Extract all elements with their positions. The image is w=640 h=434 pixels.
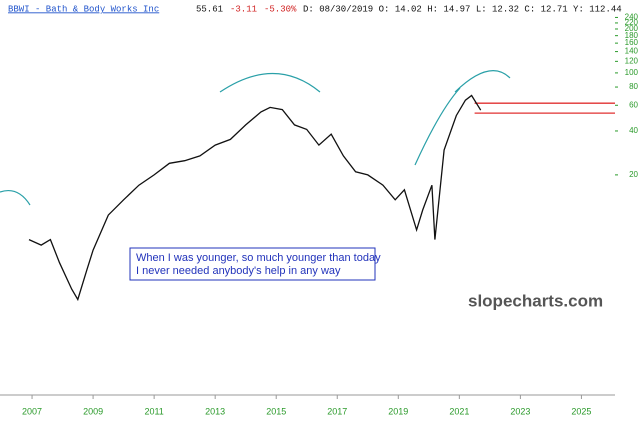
y-tick-label: 20 (629, 170, 638, 179)
last-price: 55.61 (196, 4, 223, 14)
y-tick-label: 60 (629, 100, 638, 109)
annotation-line: When I was younger, so much younger than… (136, 252, 381, 264)
y-tick-label: 200 (625, 24, 639, 33)
symbol-link[interactable]: BBWI - Bath & Body Works Inc (8, 4, 159, 14)
ohlc: D: 08/30/2019 O: 14.02 H: 14.97 L: 12.32… (303, 4, 622, 14)
y-tick-label: 240 (625, 13, 639, 22)
annotation-box (129, 247, 376, 281)
y-tick-label: 80 (629, 82, 638, 91)
y-tick-label: 220 (625, 18, 639, 27)
x-tick-label: 2007 (22, 406, 42, 416)
x-tick-label: 2025 (571, 406, 591, 416)
price-line (28, 94, 482, 302)
arc (414, 87, 461, 166)
x-tick-label: 2023 (510, 406, 530, 416)
x-tick-label: 2013 (205, 406, 225, 416)
arc (0, 189, 31, 206)
x-tick-label: 2019 (388, 406, 408, 416)
x-tick-label: 2021 (449, 406, 469, 416)
x-tick-label: 2015 (266, 406, 286, 416)
change-pct: -5.30% (264, 4, 297, 14)
y-tick-label: 120 (625, 56, 639, 65)
x-tick-label: 2009 (83, 406, 103, 416)
y-tick-label: 180 (625, 31, 639, 40)
watermark: slopecharts.com (468, 291, 603, 310)
change: -3.11 (230, 4, 257, 14)
annotation-line: I never needed anybody's help in any way (136, 265, 341, 277)
x-tick-label: 2011 (144, 406, 163, 416)
y-tick-label: 160 (625, 38, 639, 47)
y-tick-label: 40 (629, 126, 638, 135)
y-tick-label: 140 (625, 47, 639, 56)
arc (454, 70, 511, 93)
x-tick-label: 2017 (327, 406, 347, 416)
arc (219, 73, 321, 93)
y-tick-label: 100 (625, 68, 639, 77)
